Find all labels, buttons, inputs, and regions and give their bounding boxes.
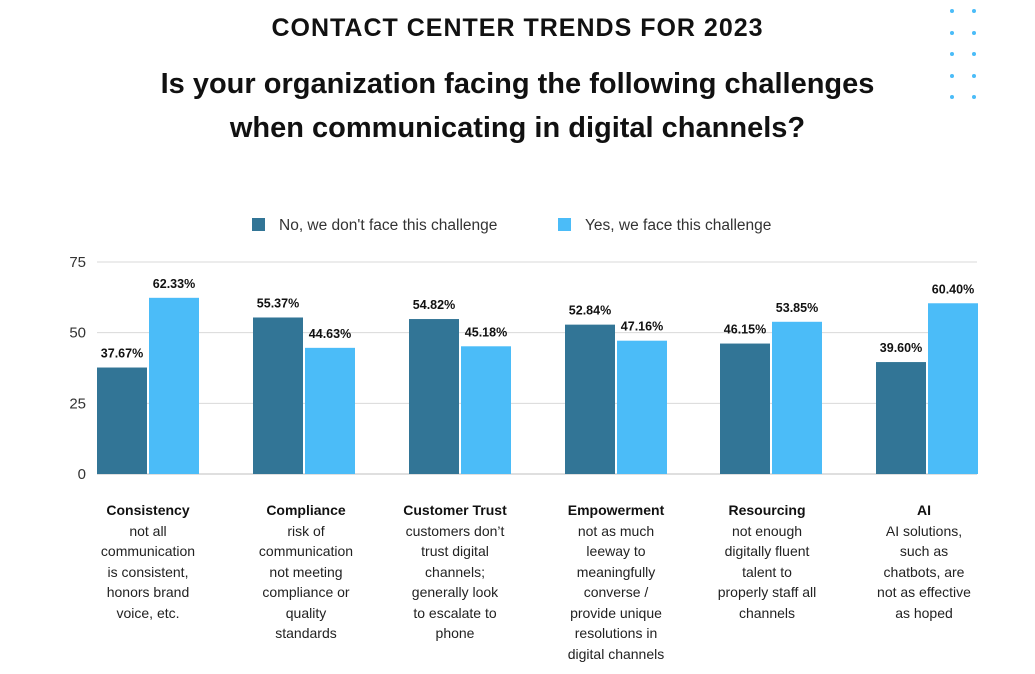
- title-line-1: Is your organization facing the followin…: [160, 68, 875, 100]
- decorative-dot: [972, 30, 976, 35]
- category-description-line: is consistent,: [107, 563, 189, 580]
- bar: [149, 297, 199, 474]
- bar: [720, 343, 770, 474]
- page-kicker: CONTACT CENTER TRENDS FOR 2023: [271, 14, 764, 42]
- category-description-line: channels;: [425, 563, 485, 580]
- category-label: AI AI solutions, such as chatbots, are not a…: [861, 500, 987, 623]
- category-description-line: standards: [275, 625, 337, 641]
- category-description-line: properly staff all: [717, 584, 817, 600]
- category-description-line: meaningfully: [576, 563, 656, 580]
- category-description-line: customers don’t: [405, 522, 505, 539]
- data-label: 55.37%: [257, 296, 299, 310]
- category-label: Empowerment not as much leeway to meaningfu…: [553, 500, 679, 664]
- title-line-2: when communicating in digital channels?: [229, 112, 806, 144]
- decorative-dots: [950, 9, 982, 109]
- data-label: 45.18%: [465, 325, 507, 339]
- decorative-dot: [950, 52, 954, 56]
- decorative-dot: [950, 95, 954, 99]
- y-tick-label: 0: [78, 466, 86, 483]
- legend-swatch: [252, 218, 265, 231]
- category-description-line: to escalate to: [413, 604, 497, 621]
- data-label: 46.15%: [724, 323, 766, 337]
- category-description-line: honors brand: [106, 584, 190, 600]
- y-tick-label: 50: [69, 325, 86, 342]
- category-description-line: provide unique: [570, 604, 662, 621]
- data-label: 52.84%: [569, 304, 611, 318]
- decorative-dot: [972, 73, 976, 78]
- category-description-line: risk of: [287, 522, 325, 539]
- category-name: AI: [917, 502, 931, 518]
- bar: [617, 340, 667, 474]
- bar: [928, 303, 978, 474]
- category-name: Customer Trust: [403, 502, 507, 518]
- category-description-line: phone: [435, 625, 475, 641]
- bar: [772, 321, 822, 474]
- category-description-line: not enough: [731, 522, 803, 539]
- bar: [461, 346, 511, 474]
- y-tick-label: 25: [69, 395, 86, 412]
- category-description-line: chatbots, are: [883, 563, 965, 580]
- category-description-line: digitally fluent: [724, 543, 810, 559]
- category-description-line: trust digital: [421, 543, 489, 559]
- category-description-line: compliance or: [262, 584, 350, 600]
- data-label: 60.40%: [932, 282, 974, 296]
- data-label: 62.33%: [153, 277, 195, 291]
- data-label: 37.67%: [101, 347, 143, 361]
- category-name: Empowerment: [567, 502, 665, 518]
- y-tick-label: 75: [69, 254, 86, 271]
- category-description-line: quality: [285, 604, 327, 621]
- decorative-dot: [972, 95, 976, 99]
- bar: [253, 317, 303, 474]
- decorative-dot: [972, 9, 976, 13]
- category-label: Consistency not all communication is consis…: [85, 500, 211, 623]
- category-name: Consistency: [106, 502, 190, 518]
- category-name: Compliance: [266, 502, 346, 518]
- category-description-line: talent to: [742, 563, 792, 580]
- category-label: Compliance risk of communication not meetin…: [243, 500, 369, 644]
- bar: [565, 324, 615, 474]
- category-description-line: communication: [100, 543, 196, 559]
- category-description-line: digital channels: [567, 645, 665, 662]
- legend-swatch: [558, 218, 571, 231]
- category-description-line: resolutions in: [574, 625, 658, 641]
- legend-label: No, we don't face this challenge: [279, 217, 497, 234]
- data-label: 47.16%: [621, 320, 663, 334]
- data-label: 54.82%: [413, 298, 455, 312]
- category-description-line: AI solutions,: [885, 522, 963, 539]
- category-label: Customer Trust customers don’t trust digit…: [392, 500, 518, 644]
- category-description-line: such as: [899, 543, 949, 559]
- category-description-line: not all: [129, 522, 167, 539]
- category-description-line: not as much: [577, 522, 655, 539]
- category-description-line: not as effective: [877, 584, 971, 600]
- legend-label: Yes, we face this challenge: [585, 217, 771, 234]
- category-description-line: communication: [258, 543, 354, 559]
- decorative-dot: [950, 73, 954, 78]
- category-name: Resourcing: [728, 502, 806, 518]
- category-description-line: as hoped: [895, 604, 953, 621]
- category-description-line: leeway to: [586, 543, 646, 559]
- data-label: 53.85%: [776, 301, 818, 315]
- category-description-line: channels: [738, 604, 796, 621]
- bar: [305, 347, 355, 474]
- category-description-line: not meeting: [269, 563, 343, 580]
- bar: [409, 319, 459, 474]
- page-title: Is your organization facing the followin…: [0, 62, 1035, 150]
- decorative-dot: [950, 30, 954, 35]
- category-description-line: converse /: [583, 584, 649, 600]
- category-label: Resourcing not enough digitally fluent tale…: [704, 500, 830, 623]
- decorative-dot: [972, 52, 976, 56]
- data-label: 44.63%: [309, 327, 351, 341]
- data-label: 39.60%: [880, 341, 922, 355]
- decorative-dot: [950, 9, 954, 13]
- bar: [97, 367, 147, 474]
- bar: [876, 362, 926, 474]
- category-description-line: generally look: [411, 584, 499, 600]
- category-description-line: voice, etc.: [116, 604, 180, 621]
